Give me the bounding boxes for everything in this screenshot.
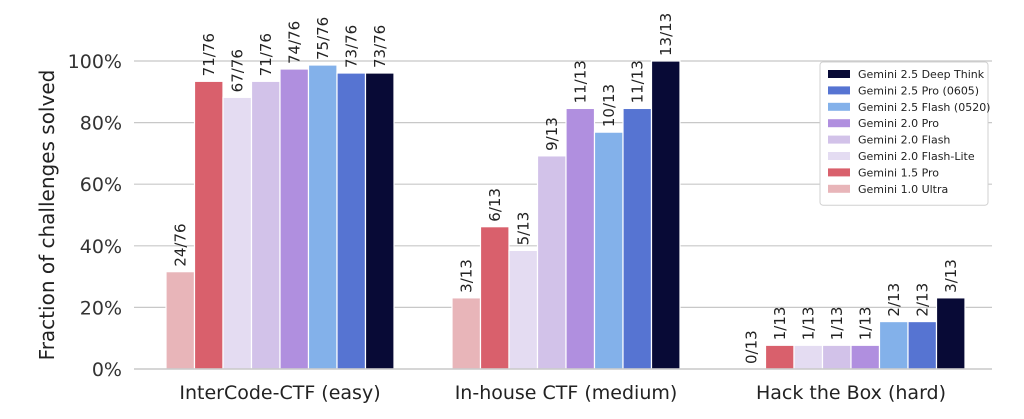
data-label: 71/76: [257, 33, 275, 76]
bar: [536, 155, 567, 370]
bar: [622, 107, 653, 370]
y-tick-label: 80%: [80, 113, 122, 135]
legend-swatch: [828, 86, 850, 95]
bar: [364, 72, 395, 370]
legend-box: [819, 61, 989, 206]
data-label: 24/76: [171, 223, 189, 266]
data-label: 9/13: [543, 117, 561, 151]
bar: [307, 64, 338, 370]
legend-label: Gemini 2.0 Flash-Lite: [858, 150, 975, 163]
axes: 0% 20% 40% 60% 80% 100% InterCode-CTF (easy) In…: [68, 51, 992, 404]
legend-label: Gemini 1.5 Pro: [858, 166, 939, 179]
bar: [593, 131, 624, 370]
bar: [850, 344, 881, 370]
data-label: 13/13: [657, 13, 675, 56]
data-label: 74/76: [285, 21, 303, 64]
legend: Gemini 2.5 Deep Think Gemini 2.5 Pro (060…: [819, 61, 990, 206]
bar: [565, 107, 596, 370]
legend-label: Gemini 2.0 Pro: [858, 117, 939, 130]
bar: [336, 72, 367, 370]
data-label: 73/76: [371, 25, 389, 68]
data-label: 71/76: [200, 33, 218, 76]
data-label: 11/13: [628, 60, 646, 103]
y-tick-label: 20%: [80, 297, 122, 319]
legend-swatch: [828, 135, 850, 144]
legend-swatch: [828, 70, 850, 78]
bar: [508, 249, 539, 370]
bar: [193, 80, 224, 370]
x-tick-label: Hack the Box (hard): [756, 382, 946, 404]
legend-label: Gemini 1.0 Ultra: [858, 183, 948, 196]
legend-swatch: [828, 102, 850, 111]
data-label: 75/76: [314, 17, 332, 60]
bar: [935, 297, 966, 370]
bar: [793, 344, 824, 370]
data-label: 10/13: [600, 84, 618, 127]
data-label: 1/13: [771, 307, 789, 341]
bar: [479, 226, 510, 370]
y-axis-label: Fraction of challenges solved: [35, 70, 59, 361]
data-labels: 24/76 3/13 71/76 6/13 1/13 67/76 5/13 1/13 71/76…: [171, 13, 960, 364]
legend-swatch: [828, 168, 850, 177]
bar: [907, 320, 938, 370]
bar: [764, 344, 795, 370]
data-label: 2/13: [885, 283, 903, 317]
y-tick-label: 0%: [92, 359, 122, 381]
legend-label: Gemini 2.5 Pro (0605): [858, 84, 979, 97]
data-label: 3/13: [942, 259, 960, 293]
data-label: 5/13: [514, 212, 532, 246]
x-tick-label: In-house CTF (medium): [455, 382, 678, 404]
bar: [250, 80, 281, 370]
data-label: 2/13: [913, 283, 931, 317]
bar: [279, 68, 310, 370]
data-label: 6/13: [486, 188, 504, 222]
data-label: 1/13: [828, 307, 846, 341]
bars: [165, 60, 966, 370]
legend-swatch: [828, 152, 850, 160]
x-tick-label: InterCode-CTF (easy): [179, 382, 380, 404]
legend-swatch: [828, 184, 850, 193]
bar: [165, 271, 196, 370]
data-label: 67/76: [228, 49, 246, 92]
data-label: 1/13: [856, 307, 874, 341]
data-label: 3/13: [457, 259, 475, 293]
data-label: 73/76: [342, 25, 360, 68]
bar: [650, 60, 681, 370]
y-tick-label: 100%: [68, 51, 122, 73]
legend-swatch: [828, 119, 850, 128]
bar: [451, 297, 482, 370]
bar: [222, 96, 253, 370]
bar: [821, 344, 852, 370]
y-tick-label: 40%: [80, 236, 122, 258]
legend-label: Gemini 2.5 Deep Think: [858, 68, 985, 81]
data-label: 11/13: [571, 60, 589, 103]
legend-label: Gemini 2.5 Flash (0520): [858, 101, 990, 114]
legend-label: Gemini 2.0 Flash: [858, 134, 950, 147]
y-tick-label: 60%: [80, 174, 122, 196]
data-label: 1/13: [799, 307, 817, 341]
data-label: 0/13: [742, 330, 760, 364]
bar: [878, 320, 909, 370]
